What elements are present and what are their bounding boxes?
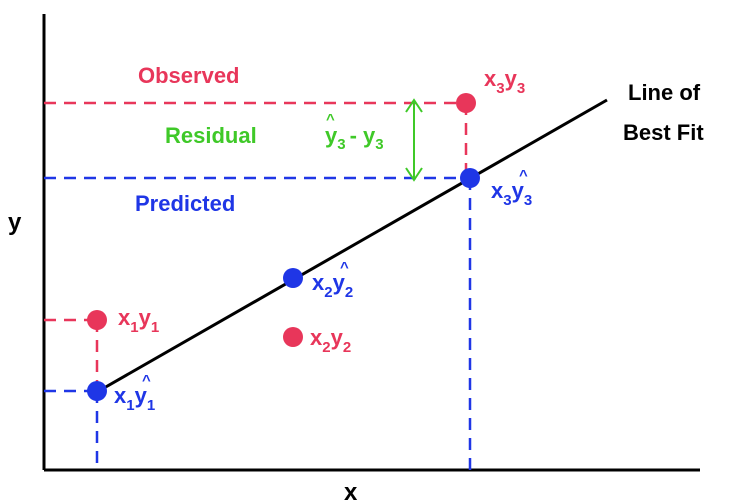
svg-text:^: ^ — [326, 111, 335, 128]
svg-text:x3y3: x3y3 — [491, 178, 532, 209]
svg-text:x2y2: x2y2 — [310, 325, 351, 356]
predicted-point-1 — [87, 381, 107, 401]
predicted-point-2-label: x2y2 ^ — [312, 259, 353, 301]
observed-point-3-label: x3y3 — [484, 66, 525, 97]
svg-text:x1y1: x1y1 — [118, 305, 159, 336]
best-fit-label-line1: Line of — [628, 80, 701, 105]
svg-text:x1y1: x1y1 — [114, 383, 155, 414]
observed-point-1-label: x1y1 — [118, 305, 159, 336]
best-fit-line — [96, 98, 608, 394]
residual-label: Residual — [165, 123, 257, 148]
predicted-point-3-label: x3y3 ^ — [491, 167, 532, 209]
observed-point-2-label: x2y2 — [310, 325, 351, 356]
x-axis-label: x — [344, 479, 358, 503]
y-axis-label: y — [8, 209, 22, 236]
svg-text:^: ^ — [340, 259, 349, 276]
predicted-point-2 — [283, 268, 303, 288]
svg-text:y3- y3: y3- y3 — [325, 123, 384, 153]
predicted-point-3 — [460, 168, 480, 188]
svg-text:^: ^ — [142, 372, 151, 389]
observed-point-1 — [87, 310, 107, 330]
observed-label: Observed — [138, 63, 240, 88]
svg-text:x3y3: x3y3 — [484, 66, 525, 97]
observed-point-2 — [283, 327, 303, 347]
svg-text:^: ^ — [519, 167, 528, 184]
residual-formula: y3- y3 ^ — [325, 111, 384, 153]
best-fit-label-line2: Best Fit — [623, 120, 704, 145]
predicted-point-1-label: x1y1 ^ — [114, 372, 155, 414]
residual-arrow — [405, 98, 423, 182]
observed-point-3 — [456, 93, 476, 113]
predicted-label: Predicted — [135, 191, 235, 216]
svg-text:x2y2: x2y2 — [312, 270, 353, 301]
